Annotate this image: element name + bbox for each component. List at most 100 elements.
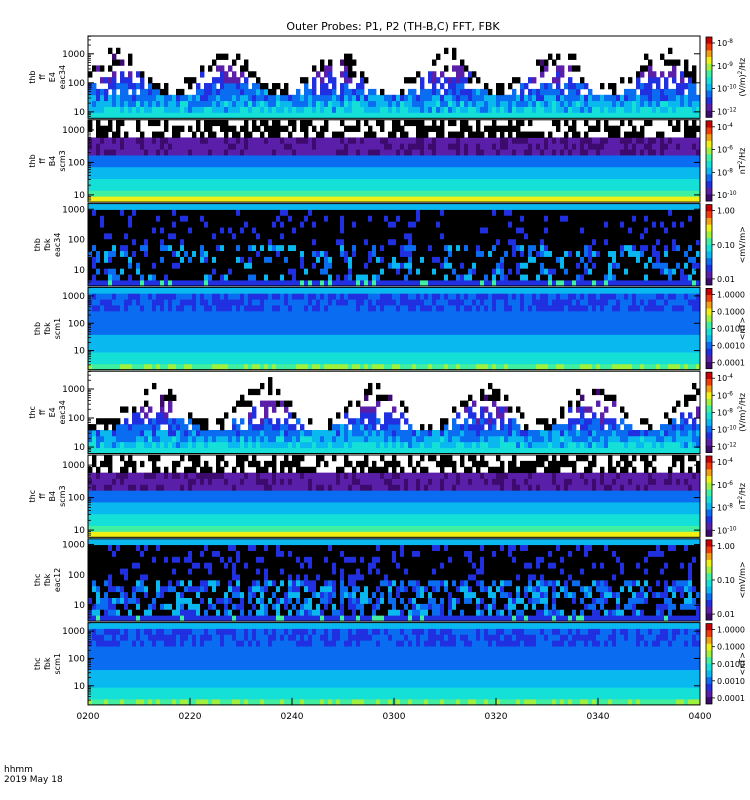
colorbar-tick-label: 0.1000 [717,307,745,316]
colorbar-tick-label: 10-10 [717,425,737,434]
y-axis: 1000 100 10 [62,205,700,283]
colorbar-tick-label: 0.1000 [717,643,745,652]
time-label-date: 2019 May 18 [4,775,63,785]
y-tick-label: 100 [68,236,85,246]
colorbar-tick-label: 1.00 [717,542,735,551]
y-axis-label: B4 [48,156,57,167]
y-axis-label: E4 [48,407,57,417]
y-axis-label: thc [33,574,42,587]
y-tick-label: 10 [74,526,86,536]
y-axis-label: fbk [43,573,52,586]
y-axis: 1000 100 10 [62,119,700,201]
colorbar-label: nT2/Hz [738,483,747,510]
colorbar-tick-label: 10-10 [717,191,737,200]
y-tick-label: 100 [68,571,85,581]
colorbar-tick-label: 0.10 [717,576,735,585]
y-tick-label: 1000 [62,126,85,136]
panel-thc-fbk-scm1: 1000 100 10 thc fbk scm1 1.0000 0.1000 0.0100 0.0… [33,622,747,706]
spectrogram-cells [88,455,701,538]
colorbar-tick-label: 1.0000 [717,626,745,635]
x-tick-label: 0200 [77,712,100,722]
y-axis: 1000 100 10 [62,35,700,118]
y-tick-label: 100 [68,654,85,664]
colorbar: 10-4 10-6 10-8 10-10 nT2/Hz [705,455,747,537]
colorbar-tick-label: 0.0001 [717,694,745,703]
y-tick-label: 10 [74,601,86,611]
colorbar-tick-label: 10-6 [717,391,733,400]
y-tick-label: 100 [68,319,85,329]
colorbar: 1.0000 0.1000 0.0100 0.0010 0.0001 <nT> [705,623,747,705]
colorbar-label: <mV/m> [738,226,747,263]
panel-thb-ff-eac34: 1000 100 10 thb ff E4 eac34 10-8 10-9 10-10 10-12 (… [28,35,747,119]
y-axis-label: fbk [43,657,52,670]
y-axis: 1000 100 10 [62,540,700,618]
spectrogram-cells [88,203,701,287]
colorbar-tick-label: 0.10 [717,241,735,250]
y-tick-label: 1000 [62,385,85,395]
y-tick-label: 1000 [62,292,85,302]
y-axis: 1000 100 10 [62,371,700,453]
panel-thb-ff-scm3: 1000 100 10 thb ff B4 scm3 10-4 10-6 10-8 10-10 nT2… [28,119,747,203]
y-axis-label: scm1 [53,318,62,339]
colorbar-label: <mV/m> [738,561,747,598]
x-tick-label: 0320 [485,712,508,722]
spectrogram-cells [88,377,701,454]
colorbar: 10-4 10-6 10-8 10-10 nT2/Hz [705,120,747,202]
colorbar-tick-label: 10-4 [717,458,733,467]
colorbar-tick-label: 0.0010 [717,677,745,686]
colorbar-label: (V/m)2/Hz [738,58,747,97]
y-axis-label: thc [28,406,37,419]
y-axis-label: ff [38,74,47,80]
y-tick-label: 100 [68,79,85,89]
figure-title: Outer Probes: P1, P2 (TH-B,C) FFT, FBK [286,20,500,33]
y-tick-label: 1000 [62,461,85,471]
time-label-hhmm: hhmm [4,765,33,775]
y-tick-label: 100 [68,494,85,504]
spectrogram-cells [88,538,701,622]
y-tick-label: 10 [74,266,86,276]
y-axis-label: B4 [48,491,57,502]
y-axis-label: ff [38,493,47,499]
y-axis-label: fbk [43,238,52,251]
y-tick-label: 1000 [62,627,85,637]
colorbar-tick-label: 0.0100 [717,660,745,669]
colorbar-tick-label: 10-4 [717,374,733,383]
x-tick-label: 0220 [179,712,202,722]
y-axis: 1000 100 10 [62,454,700,536]
colorbar: 1.00 0.10 0.01 <mV/m> [705,539,747,621]
y-axis-label: thc [28,490,37,503]
y-axis-label: eac12 [53,568,62,592]
colorbar-tick-label: 10-12 [717,443,737,452]
colorbar-label: <nT> [738,652,747,675]
colorbar-tick-label: 0.01 [717,610,735,619]
y-axis: 1000 100 10 [62,622,700,701]
y-axis-label: fbk [43,322,52,335]
y-axis-label: scm3 [58,150,67,171]
colorbar-tick-label: 10-6 [717,146,733,155]
y-tick-label: 100 [68,414,85,424]
colorbar-tick-label: 10-10 [717,526,737,535]
y-axis-label: eac34 [53,233,62,257]
x-tick-label: 0300 [383,712,406,722]
x-tick-label: 0340 [587,712,610,722]
colorbar-tick-label: 0.0010 [717,342,745,351]
x-tick-label: 0400 [689,712,712,722]
colorbar-tick-label: 1.00 [717,207,735,216]
colorbar-tick-label: 10-6 [717,481,733,490]
y-axis-label: E4 [48,72,57,82]
panel-thb-fbk-eac34: 1000 100 10 thb fbk eac34 1.00 0.10 0.01 <mV/m> [33,203,747,287]
colorbar-tick-label: 10-9 [717,62,733,71]
colorbar: 10-4 10-6 10-8 10-10 10-12 (V/m)2/Hz [705,371,747,453]
y-axis-label: thb [28,71,37,84]
spectrogram-cells [88,47,701,119]
colorbar: 1.00 0.10 0.01 <mV/m> [705,204,747,286]
colorbar-tick-label: 0.0100 [717,325,745,334]
y-tick-label: 10 [74,443,86,453]
colorbar: 10-8 10-9 10-10 10-12 (V/m)2/Hz [705,36,747,118]
y-axis-label: ff [38,409,47,415]
colorbar-label: (V/m)2/Hz [738,393,747,432]
spectrogram-cells [88,622,701,706]
y-tick-label: 10 [74,682,86,692]
panel-thb-fbk-scm1: 1000 100 10 thb fbk scm1 1.0000 0.1000 0.0100 0.0… [33,286,747,371]
